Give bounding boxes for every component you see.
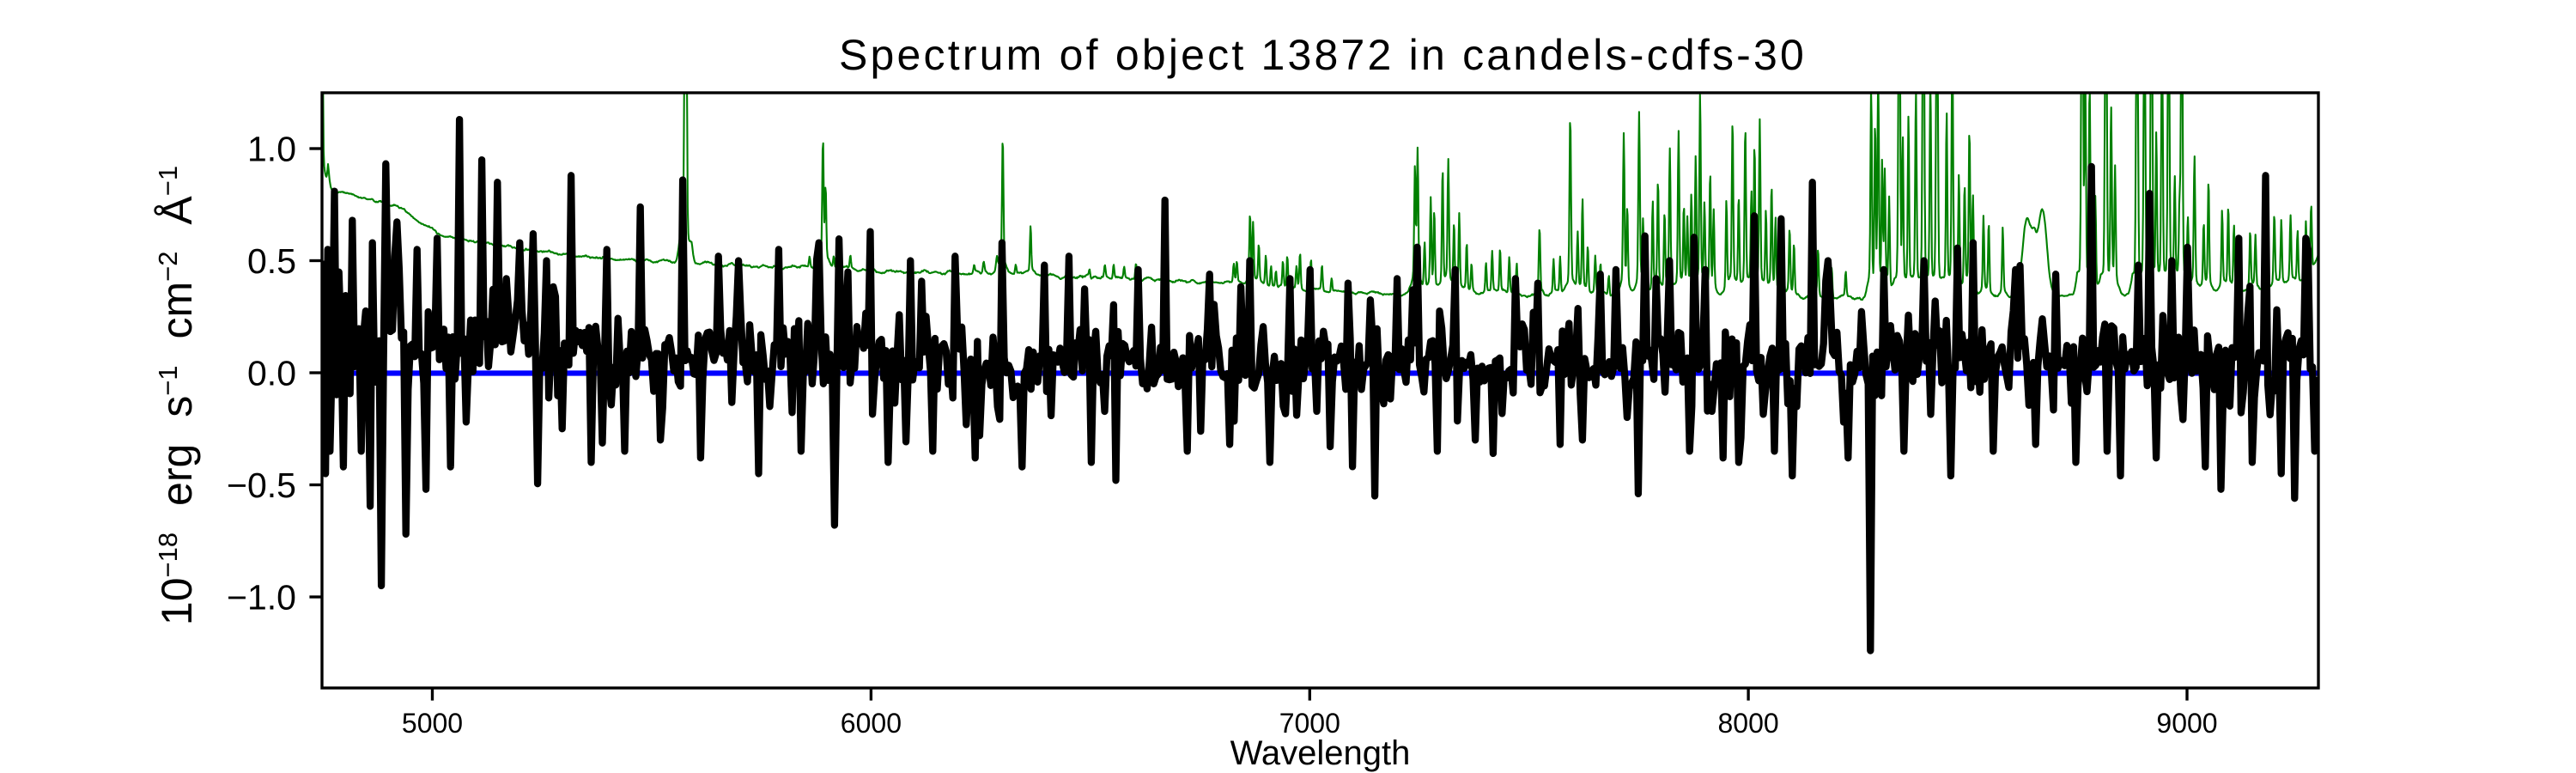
svg-text:−0.5: −0.5 xyxy=(227,466,296,505)
svg-text:9000: 9000 xyxy=(2156,708,2217,739)
svg-text:Spectrum of object 13872 in ca: Spectrum of object 13872 in candels-cdfs… xyxy=(839,31,1807,79)
svg-text:0.0: 0.0 xyxy=(247,354,296,393)
svg-text:1.0: 1.0 xyxy=(247,130,296,169)
svg-text:7000: 7000 xyxy=(1279,708,1340,739)
svg-text:6000: 6000 xyxy=(841,708,902,739)
svg-text:8000: 8000 xyxy=(1718,708,1779,739)
svg-text:0.5: 0.5 xyxy=(247,241,296,281)
svg-text:Wavelength: Wavelength xyxy=(1230,734,1411,772)
svg-text:5000: 5000 xyxy=(402,708,463,739)
svg-text:−1.0: −1.0 xyxy=(227,578,296,618)
